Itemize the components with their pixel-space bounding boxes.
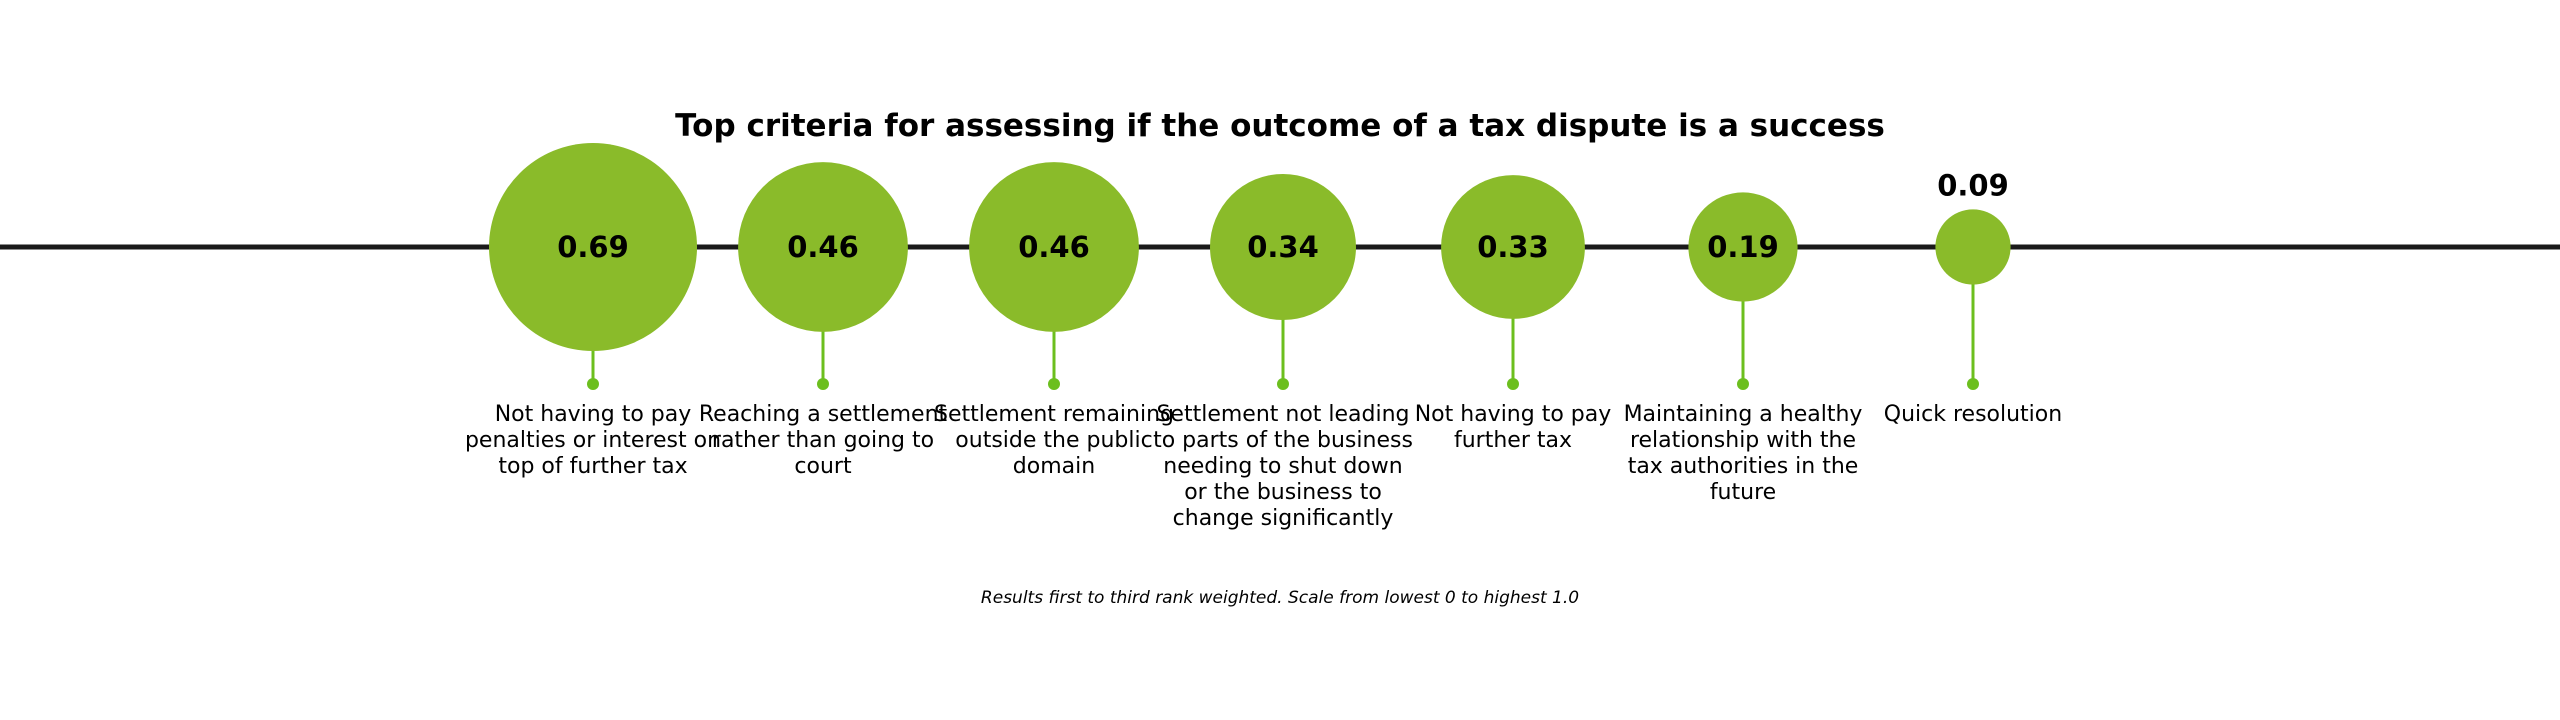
chart-marks: 0.69 0.46 0.46 0.34 0.33 0.19 0.09: [489, 143, 2011, 390]
bubble: [738, 162, 908, 332]
bubble: [1935, 209, 2011, 285]
stem-dot: [817, 378, 829, 390]
category-label: Quick resolution: [1883, 402, 2063, 427]
stem-dot: [1277, 378, 1289, 390]
chart-title: Top criteria for assessing if the outcom…: [675, 108, 1885, 144]
category-label: Settlement remaining outside the public …: [933, 402, 1174, 479]
stem-dot: [587, 378, 599, 390]
category-label: Maintaining a healthy relationship with …: [1623, 402, 1863, 505]
value-label: 0.33: [1477, 230, 1549, 264]
stem-dot: [1048, 378, 1060, 390]
value-label: 0.34: [1247, 230, 1319, 264]
chart-footnote: Results first to third rank weighted. Sc…: [980, 588, 1580, 608]
bubble: [1441, 175, 1585, 319]
category-label: Not having to pay penalties or interest …: [464, 402, 722, 479]
bubble: [969, 162, 1139, 332]
value-label: 0.19: [1707, 230, 1779, 264]
stem-dot: [1507, 378, 1519, 390]
category-label: Not having to pay further tax: [1414, 402, 1612, 453]
stem-dot: [1967, 378, 1979, 390]
bubble: [1210, 174, 1356, 320]
value-label: 0.69: [557, 230, 629, 264]
value-label: 0.46: [787, 230, 859, 264]
category-label: Reaching a settlement rather than going …: [698, 402, 948, 479]
bubble: [489, 143, 697, 351]
bubble: [1688, 192, 1798, 302]
value-label: 0.09: [1937, 168, 2009, 202]
value-label: 0.46: [1018, 230, 1090, 264]
category-label: Settlement not leading to parts of the b…: [1153, 402, 1413, 531]
stem-dot: [1737, 378, 1749, 390]
